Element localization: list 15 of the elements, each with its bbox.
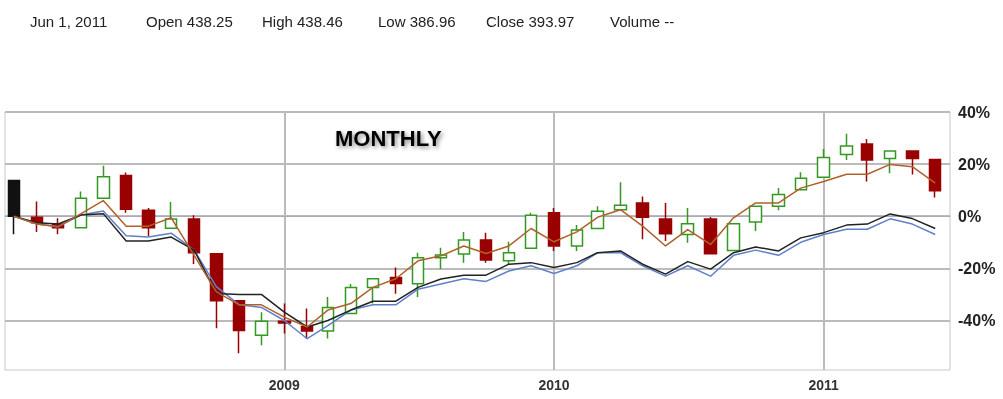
text: Jun 1, 2011 [30, 13, 108, 30]
text: Close 393.97 [486, 13, 575, 30]
y-tick-label: 20% [958, 155, 991, 173]
x-tick-label: 2009 [268, 377, 301, 393]
x-tick-label: 2010 [538, 377, 570, 393]
y-tick-label: 40% [958, 103, 991, 121]
text: Low 386.96 [378, 13, 456, 30]
text: High 438.46 [262, 13, 343, 30]
y-tick-label: 0% [958, 207, 982, 225]
y-tick-label: -20% [958, 259, 996, 277]
text: MONTHLY [335, 125, 443, 151]
y-tick-label: -40% [958, 311, 996, 329]
text: Volume -- [610, 13, 675, 30]
text: Open 438.25 [146, 13, 233, 30]
x-tick-label: 2011 [808, 377, 840, 393]
